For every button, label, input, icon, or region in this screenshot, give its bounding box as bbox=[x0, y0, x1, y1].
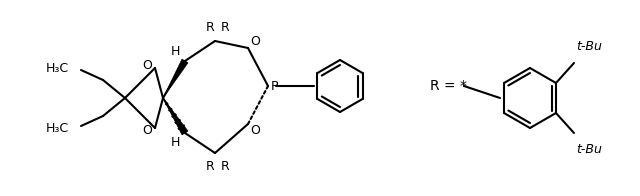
Text: H₃C: H₃C bbox=[46, 62, 69, 74]
Text: H₃C: H₃C bbox=[46, 122, 69, 134]
Text: R: R bbox=[221, 21, 229, 34]
Text: t-Bu: t-Bu bbox=[576, 40, 602, 53]
Text: O: O bbox=[142, 124, 152, 138]
Text: O: O bbox=[250, 124, 260, 138]
Polygon shape bbox=[163, 59, 188, 98]
Text: t-Bu: t-Bu bbox=[576, 143, 602, 156]
Text: O: O bbox=[142, 58, 152, 72]
Text: P: P bbox=[271, 80, 279, 93]
Text: R: R bbox=[205, 161, 214, 173]
Text: H: H bbox=[170, 44, 180, 57]
Text: R = *: R = * bbox=[430, 79, 467, 93]
Text: H: H bbox=[170, 136, 180, 150]
Text: O: O bbox=[250, 34, 260, 47]
Text: R: R bbox=[205, 21, 214, 34]
Polygon shape bbox=[163, 98, 188, 135]
Text: R: R bbox=[221, 161, 229, 173]
